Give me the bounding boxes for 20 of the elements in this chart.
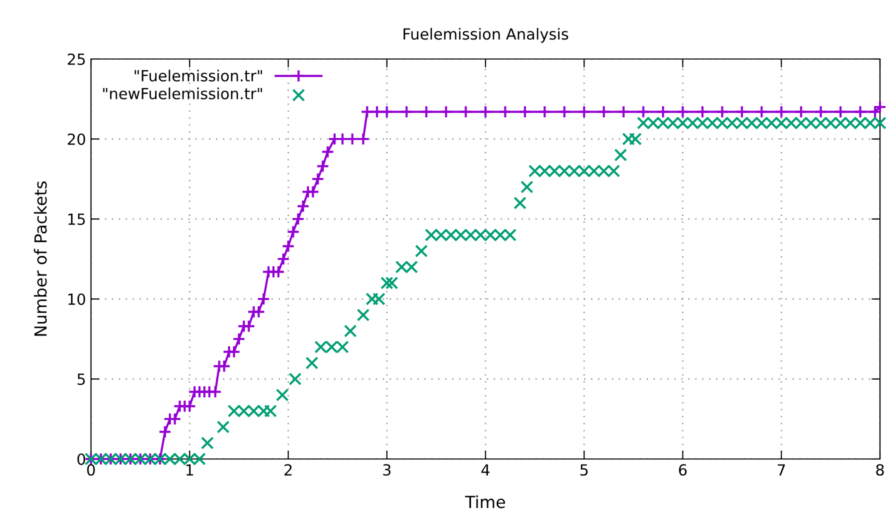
- y-tick-label: 0: [77, 453, 86, 466]
- x-tick-label: 2: [284, 464, 292, 476]
- x-tick-label: 8: [876, 464, 884, 476]
- x-tick-label: 4: [481, 464, 490, 476]
- x-tick-label: 0: [87, 464, 95, 476]
- legend-label: "newFuelemission.tr": [103, 88, 262, 100]
- y-tick-label: 20: [68, 133, 86, 146]
- y-tick-label: 5: [78, 374, 85, 386]
- x-tick-label: 5: [580, 464, 588, 476]
- y-tick-label: 15: [68, 214, 85, 226]
- chart-title: Fuelemission Analysis: [404, 28, 568, 43]
- y-tick-label: 10: [68, 293, 86, 306]
- x-tick-label: 3: [383, 464, 391, 476]
- y-axis-title: Number of Packets: [34, 181, 47, 336]
- x-tick-label: 7: [778, 464, 785, 476]
- legend-label: "Fuelemission.tr": [134, 70, 262, 82]
- x-tick-label: 1: [186, 464, 194, 476]
- x-tick-label: 6: [678, 464, 687, 476]
- y-tick-label: 25: [68, 53, 85, 66]
- x-axis-title: Time: [465, 495, 506, 508]
